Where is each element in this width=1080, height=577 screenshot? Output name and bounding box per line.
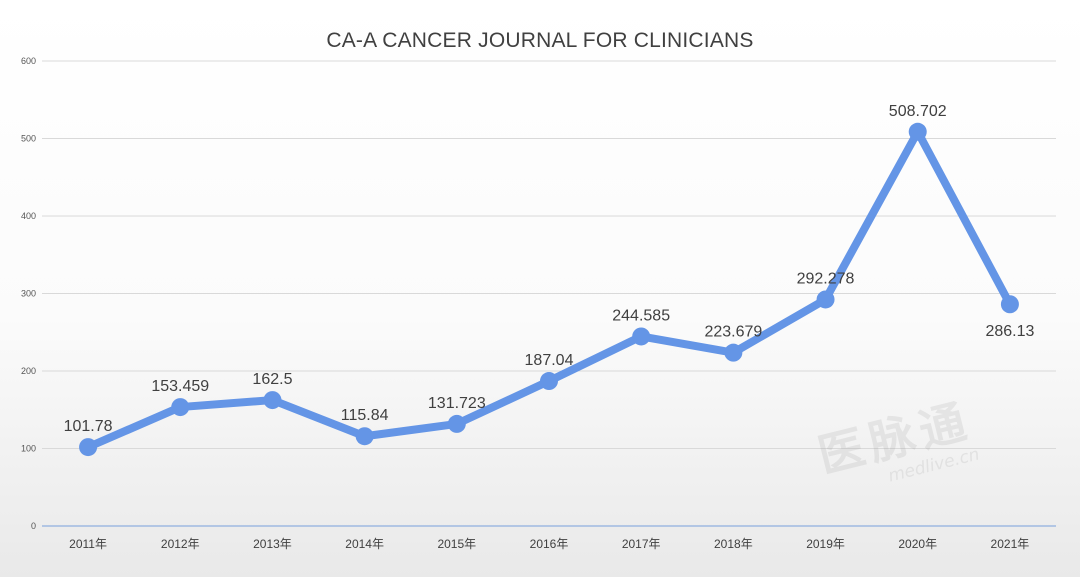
data-label: 244.585 — [612, 307, 670, 324]
data-point — [724, 343, 743, 362]
data-point — [447, 414, 466, 433]
x-axis: 2011年 2012年 2013年 2014年 2015年 2016年 2017年 2018年… — [42, 525, 1056, 551]
x-tick-label: 2011年 — [69, 537, 107, 551]
x-tick-label: 2018年 — [714, 537, 753, 551]
data-point — [908, 122, 927, 141]
data-label: 101.78 — [64, 418, 113, 435]
data-point — [632, 327, 651, 346]
series-impact-factor — [79, 122, 1019, 457]
data-point — [540, 372, 558, 391]
data-point — [1000, 295, 1019, 314]
x-tick-label: 2020年 — [898, 537, 937, 551]
x-tick-label: 2019年 — [806, 537, 845, 551]
y-tick-label: 300 — [21, 289, 36, 299]
data-point — [263, 391, 282, 410]
data-label: 131.723 — [428, 395, 486, 412]
y-tick-label: 200 — [21, 366, 36, 376]
data-label: 162.5 — [252, 371, 292, 388]
data-point — [816, 290, 835, 309]
y-tick-label: 0 — [31, 521, 36, 531]
x-tick-label: 2017年 — [622, 537, 661, 551]
y-axis: 0 100 200 300 400 500 600 — [21, 56, 36, 531]
data-label: 187.04 — [525, 352, 574, 369]
data-point — [171, 398, 190, 417]
data-point — [355, 427, 374, 446]
data-labels: 101.78 153.459 162.5 115.84 131.723 187.04 244… — [64, 103, 1035, 435]
data-label: 292.278 — [797, 270, 855, 287]
x-tick-label: 2015年 — [437, 537, 476, 551]
series-line — [84, 127, 1014, 452]
y-tick-label: 100 — [21, 444, 36, 454]
gridlines — [42, 60, 1056, 449]
data-label: 223.679 — [704, 324, 762, 341]
y-tick-label: 400 — [21, 211, 36, 221]
x-tick-label: 2013年 — [253, 537, 292, 551]
data-label: 153.459 — [151, 378, 209, 395]
x-tick-label: 2014年 — [345, 537, 384, 551]
x-tick-label: 2016年 — [530, 537, 569, 551]
data-point — [79, 438, 98, 457]
x-tick-label: 2012年 — [161, 537, 200, 551]
y-tick-label: 600 — [21, 56, 36, 66]
chart-title: CA-A CANCER JOURNAL FOR CLINICIANS — [326, 29, 754, 52]
y-tick-label: 500 — [21, 134, 36, 144]
data-label: 508.702 — [889, 103, 947, 120]
x-tick-label: 2021年 — [991, 537, 1030, 551]
data-label: 286.13 — [985, 323, 1034, 340]
data-label: 115.84 — [341, 407, 389, 424]
